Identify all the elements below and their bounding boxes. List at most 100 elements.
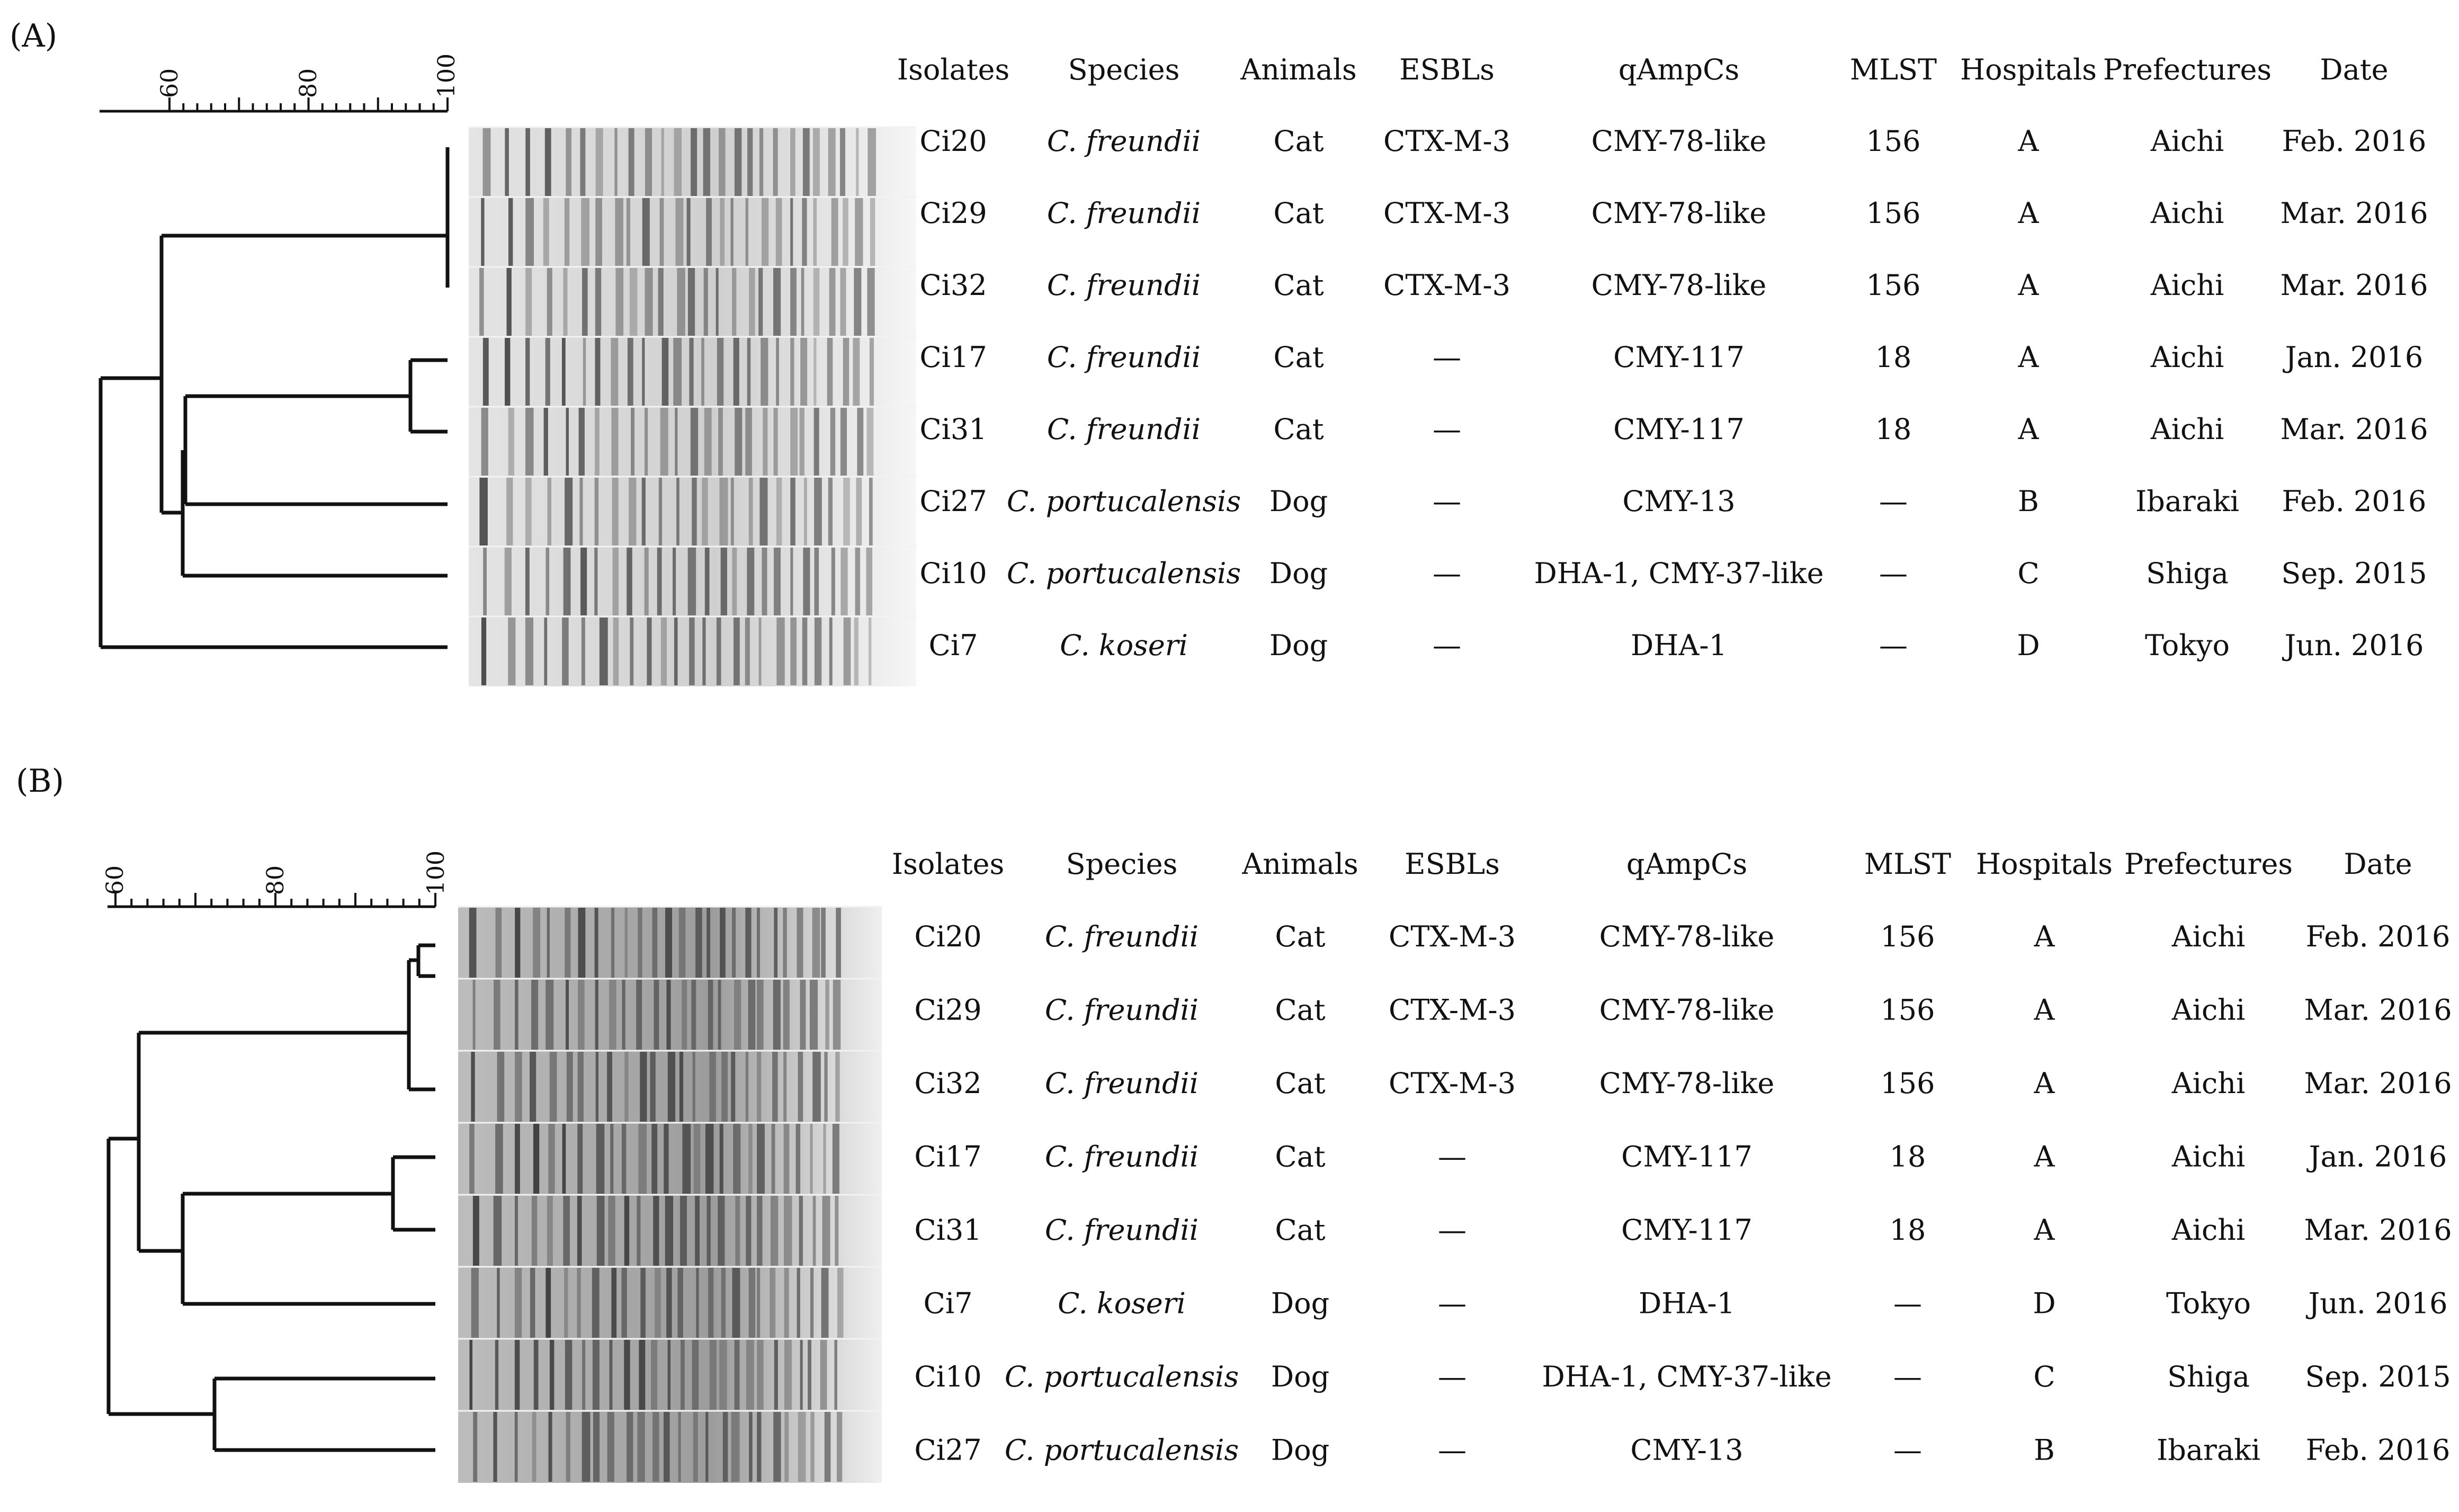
table-cell: Cat xyxy=(1275,920,1326,953)
table-cell: — xyxy=(1438,1360,1467,1393)
gel-band xyxy=(812,1196,816,1266)
table-cell: CMY-78-like xyxy=(1599,994,1775,1027)
gel-band xyxy=(565,478,573,545)
gel-band xyxy=(757,1196,763,1266)
gel-band xyxy=(719,478,728,545)
gel-band xyxy=(832,1124,839,1194)
gel-band xyxy=(547,908,550,978)
gel-band xyxy=(835,1196,839,1266)
gel-band xyxy=(705,1412,709,1482)
gel-band xyxy=(566,1412,570,1482)
gel-band xyxy=(624,1196,630,1266)
table-cell: CTX-M-3 xyxy=(1383,269,1510,302)
gel-band xyxy=(687,268,695,336)
table-cell: CMY-13 xyxy=(1622,485,1735,518)
gel-band xyxy=(580,128,586,196)
gel-band xyxy=(839,128,846,196)
gel-band xyxy=(599,618,608,685)
gel-band xyxy=(660,618,667,685)
gel-band xyxy=(732,908,736,978)
column-header: ESBLs xyxy=(1399,53,1495,86)
gel-band xyxy=(734,618,740,685)
gel-band xyxy=(505,128,509,196)
gel-band xyxy=(578,980,585,1050)
gel-band xyxy=(621,1124,627,1194)
table-cell: Aichi xyxy=(2150,413,2224,446)
table-cell: — xyxy=(1433,413,1461,446)
gel-lane xyxy=(458,1410,882,1483)
gel-band xyxy=(812,1052,821,1122)
gel-band xyxy=(798,1412,806,1482)
table-cell: A xyxy=(2034,1067,2055,1100)
gel-band xyxy=(776,618,785,685)
table-cell: C. freundii xyxy=(1045,920,1199,953)
gel-lane xyxy=(469,545,916,616)
gel-band xyxy=(582,268,588,336)
gel-band xyxy=(843,478,850,545)
table-row: Ci27 C. portucalensis Dog — CMY-13 — B Ibaraki F… xyxy=(919,485,2426,518)
table-cell: Aichi xyxy=(2171,994,2246,1027)
column-header: Species xyxy=(1068,53,1180,86)
gel-band xyxy=(577,1196,582,1266)
gel-band xyxy=(718,980,721,1050)
gel-band xyxy=(549,1052,557,1122)
gel-band xyxy=(762,198,769,266)
gel-band xyxy=(479,478,488,545)
gel-band xyxy=(706,198,712,266)
gel-band xyxy=(704,548,710,615)
gel-band xyxy=(831,548,835,615)
gel-band xyxy=(800,338,808,406)
table-cell: CTX-M-3 xyxy=(1389,994,1516,1027)
gel-band xyxy=(758,268,763,336)
table-cell: CMY-117 xyxy=(1621,1213,1752,1247)
gel-band xyxy=(565,1340,573,1410)
gel-band xyxy=(677,1268,683,1338)
gel-band xyxy=(759,128,764,196)
table-cell: Ci20 xyxy=(919,124,987,158)
gel-band xyxy=(824,1052,828,1122)
gel-band xyxy=(627,1412,633,1482)
gel-band xyxy=(515,1124,520,1194)
panel-b: (B) 60 80 100 Isolates Species Animals ESBL… xyxy=(16,763,2452,1483)
gel-band xyxy=(652,908,658,978)
gel-lane xyxy=(469,196,916,267)
gel-band xyxy=(658,478,663,545)
gel-band xyxy=(544,618,548,685)
gel-band xyxy=(747,338,751,406)
table-row: Ci31 C. freundii Cat — CMY-117 18 A Aichi Mar. 2… xyxy=(914,1213,2452,1247)
gel-band xyxy=(673,338,682,406)
table-cell: A xyxy=(2018,413,2040,446)
gel-band xyxy=(702,618,706,685)
gel-band xyxy=(770,1196,779,1266)
gel-band xyxy=(508,618,516,685)
gel-band xyxy=(544,128,551,196)
table-cell: DHA-1 xyxy=(1639,1287,1735,1320)
gel-band xyxy=(611,338,619,406)
gel-band xyxy=(677,268,685,336)
gel-band xyxy=(810,1412,815,1482)
gel-band xyxy=(856,128,859,196)
column-header: Isolates xyxy=(892,847,1004,881)
gel-band xyxy=(813,408,819,476)
table-cell: — xyxy=(1438,1434,1467,1467)
gel-band xyxy=(679,1052,684,1122)
gel-band xyxy=(773,1412,781,1482)
gel-band xyxy=(837,1268,844,1338)
table-cell: Cat xyxy=(1275,1140,1326,1174)
gel-band xyxy=(732,548,737,615)
gel-band xyxy=(843,198,848,266)
gel-lane xyxy=(469,266,916,337)
panel-b-tick-60: 60 xyxy=(102,865,129,895)
gel-band xyxy=(525,198,534,266)
gel-band xyxy=(748,1268,756,1338)
gel-band xyxy=(525,268,532,336)
gel-band xyxy=(666,1268,672,1338)
gel-band xyxy=(525,478,532,545)
table-cell: D xyxy=(2033,1287,2055,1320)
table-cell: C. portucalensis xyxy=(1005,1360,1239,1393)
gel-band xyxy=(691,128,698,196)
table-cell: Ci10 xyxy=(919,557,987,590)
table-cell: 18 xyxy=(1875,413,1912,446)
gel-band xyxy=(795,1124,801,1194)
gel-band xyxy=(531,980,539,1050)
